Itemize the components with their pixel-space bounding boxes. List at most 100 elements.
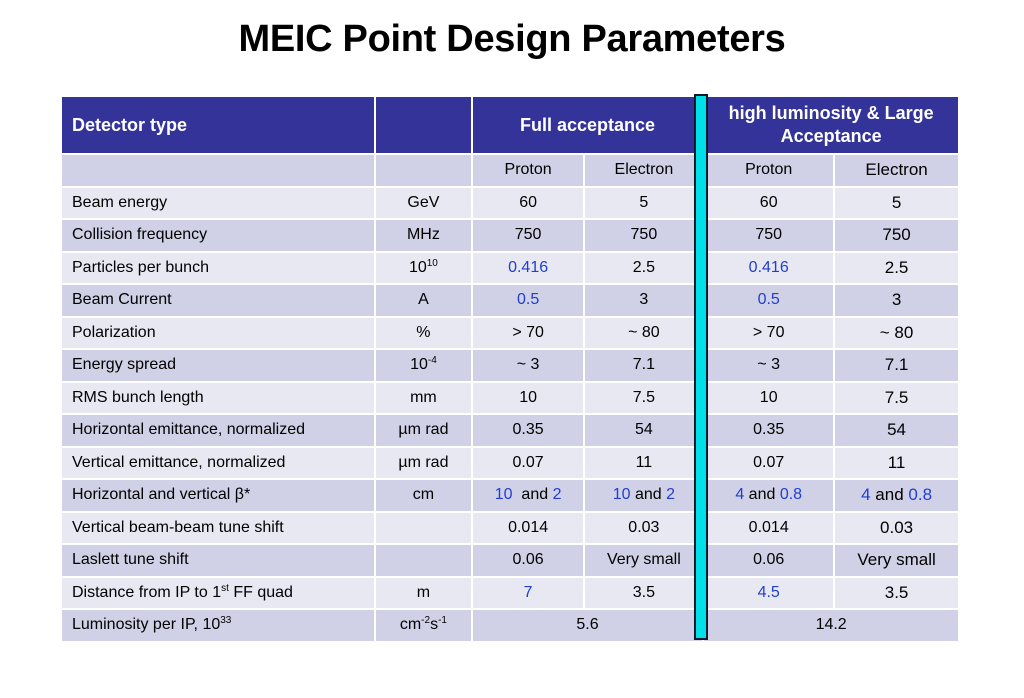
param-name: Beam energy: [59, 185, 377, 220]
table-row: RMS bunch length mm 10 7.5 10 7.5: [59, 380, 960, 415]
param-unit: cm-2s-1: [374, 608, 473, 643]
beta-v: 2: [666, 486, 676, 504]
param-unit: MHz: [374, 218, 473, 253]
hl-proton-value: 10: [702, 380, 836, 415]
hl-electron-value: 7.5: [833, 380, 960, 415]
param-unit: %: [374, 315, 473, 350]
fa-electron-value: ~ 80: [583, 315, 705, 350]
hl-electron-value: Very small: [833, 543, 960, 578]
fa-electron-value: 5: [583, 185, 705, 220]
beta-v: 0.8: [779, 486, 803, 504]
param-name: Horizontal and vertical β*: [59, 478, 377, 513]
column-divider-bar: [694, 94, 708, 640]
param-superscript: st: [221, 582, 229, 594]
fa-proton-value: 0.07: [470, 445, 586, 480]
beta-v: 0.8: [908, 485, 933, 505]
unit-exponent: -4: [427, 355, 437, 367]
subheader-hl-electron: Electron: [833, 153, 960, 188]
hl-proton-value: ~ 3: [702, 348, 836, 383]
fa-proton-value: 10: [470, 380, 586, 415]
hl-proton-value: 0.07: [702, 445, 836, 480]
hl-electron-value: 750: [833, 218, 960, 253]
hl-proton-value: > 70: [702, 315, 836, 350]
unit-base: 10: [408, 258, 427, 276]
table-row: Vertical beam-beam tune shift 0.014 0.03…: [59, 510, 960, 545]
subheader-hl-proton: Proton: [702, 153, 836, 188]
table-subheader-row: Proton Electron Proton Electron: [59, 153, 960, 188]
fa-proton-value: > 70: [470, 315, 586, 350]
parameters-table: Detector type Full acceptance high lumin…: [59, 95, 960, 643]
hl-proton-value: 0.416: [702, 250, 836, 285]
fa-proton-value: 0.35: [470, 413, 586, 448]
fa-electron-value: Very small: [583, 543, 705, 578]
fa-electron-value: 3: [583, 283, 705, 318]
hl-luminosity-value: 14.2: [702, 608, 960, 643]
param-unit: A: [374, 283, 473, 318]
param-name: Horizontal emittance, normalized: [59, 413, 377, 448]
fa-proton-value: 0.416: [470, 250, 586, 285]
hl-proton-value: 0.06: [702, 543, 836, 578]
param-name: Vertical emittance, normalized: [59, 445, 377, 480]
table-row: Distance from IP to 1st FF quad m 7 3.5 …: [59, 575, 960, 610]
hl-proton-value: 0.014: [702, 510, 836, 545]
unit-base: 10: [410, 356, 428, 374]
fa-proton-value: 0.5: [470, 283, 586, 318]
param-unit: GeV: [374, 185, 473, 220]
fa-electron-value: 0.03: [583, 510, 705, 545]
header-unit: [374, 95, 473, 155]
table-row: Beam Current A 0.5 3 0.5 3: [59, 283, 960, 318]
table-row: Luminosity per IP, 1033 cm-2s-1 5.6 14.2: [59, 608, 960, 643]
fa-proton-value: 0.06: [470, 543, 586, 578]
table-row: Collision frequency MHz 750 750 750 750: [59, 218, 960, 253]
fa-proton-value: 7: [470, 575, 586, 610]
table-row: Horizontal and vertical β* cm 10 and 2 1…: [59, 478, 960, 513]
subheader-unit-empty: [374, 153, 473, 188]
hl-electron-value: 0.03: [833, 510, 960, 545]
fa-proton-value: ~ 3: [470, 348, 586, 383]
beta-h: 4: [735, 486, 745, 504]
param-name: Energy spread: [59, 348, 377, 383]
fa-electron-value: 11: [583, 445, 705, 480]
param-name: Collision frequency: [59, 218, 377, 253]
table-row: Beam energy GeV 60 5 60 5: [59, 185, 960, 220]
param-text-pre: Luminosity per IP, 10: [72, 616, 221, 634]
header-detector-type: Detector type: [59, 95, 377, 155]
hl-electron-value: 54: [833, 413, 960, 448]
hl-proton-value: 0.35: [702, 413, 836, 448]
unit-s-exponent: -1: [438, 615, 447, 627]
fa-electron-value: 750: [583, 218, 705, 253]
page-title: MEIC Point Design Parameters: [238, 18, 786, 60]
fa-electron-value: 3.5: [583, 575, 705, 610]
fa-electron-value: 10 and 2: [583, 478, 705, 513]
beta-h: 10: [494, 486, 513, 504]
fa-electron-value: 7.1: [583, 348, 705, 383]
and-text: and: [748, 486, 776, 504]
param-unit: cm: [374, 478, 473, 513]
header-high-luminosity: high luminosity & Large Acceptance: [702, 95, 960, 155]
fa-luminosity-value: 5.6: [470, 608, 705, 643]
hl-proton-value: 4 and 0.8: [702, 478, 836, 513]
table-header-row: Detector type Full acceptance high lumin…: [59, 95, 960, 155]
fa-proton-value: 750: [470, 218, 586, 253]
hl-proton-value: 4.5: [702, 575, 836, 610]
and-text: and: [634, 486, 662, 504]
and-text: and: [521, 486, 549, 504]
fa-proton-value: 0.014: [470, 510, 586, 545]
table-row: Particles per bunch 1010 0.416 2.5 0.416…: [59, 250, 960, 285]
hl-electron-value: 3.5: [833, 575, 960, 610]
table-row: Vertical emittance, normalized µm rad 0.…: [59, 445, 960, 480]
subheader-fa-proton: Proton: [470, 153, 586, 188]
table-row: Laslett tune shift 0.06 Very small 0.06 …: [59, 543, 960, 578]
beta-h: 10: [612, 486, 631, 504]
param-name: Luminosity per IP, 1033: [59, 608, 377, 643]
unit-cm-exponent: -2: [421, 615, 431, 627]
fa-proton-value: 10 and 2: [470, 478, 586, 513]
param-name: RMS bunch length: [59, 380, 377, 415]
subheader-empty: [59, 153, 377, 188]
beta-v: 2: [552, 486, 562, 504]
hl-electron-value: 3: [833, 283, 960, 318]
param-name: Particles per bunch: [59, 250, 377, 285]
param-unit: m: [374, 575, 473, 610]
table-row: Polarization % > 70 ~ 80 > 70 ~ 80: [59, 315, 960, 350]
param-name: Laslett tune shift: [59, 543, 377, 578]
